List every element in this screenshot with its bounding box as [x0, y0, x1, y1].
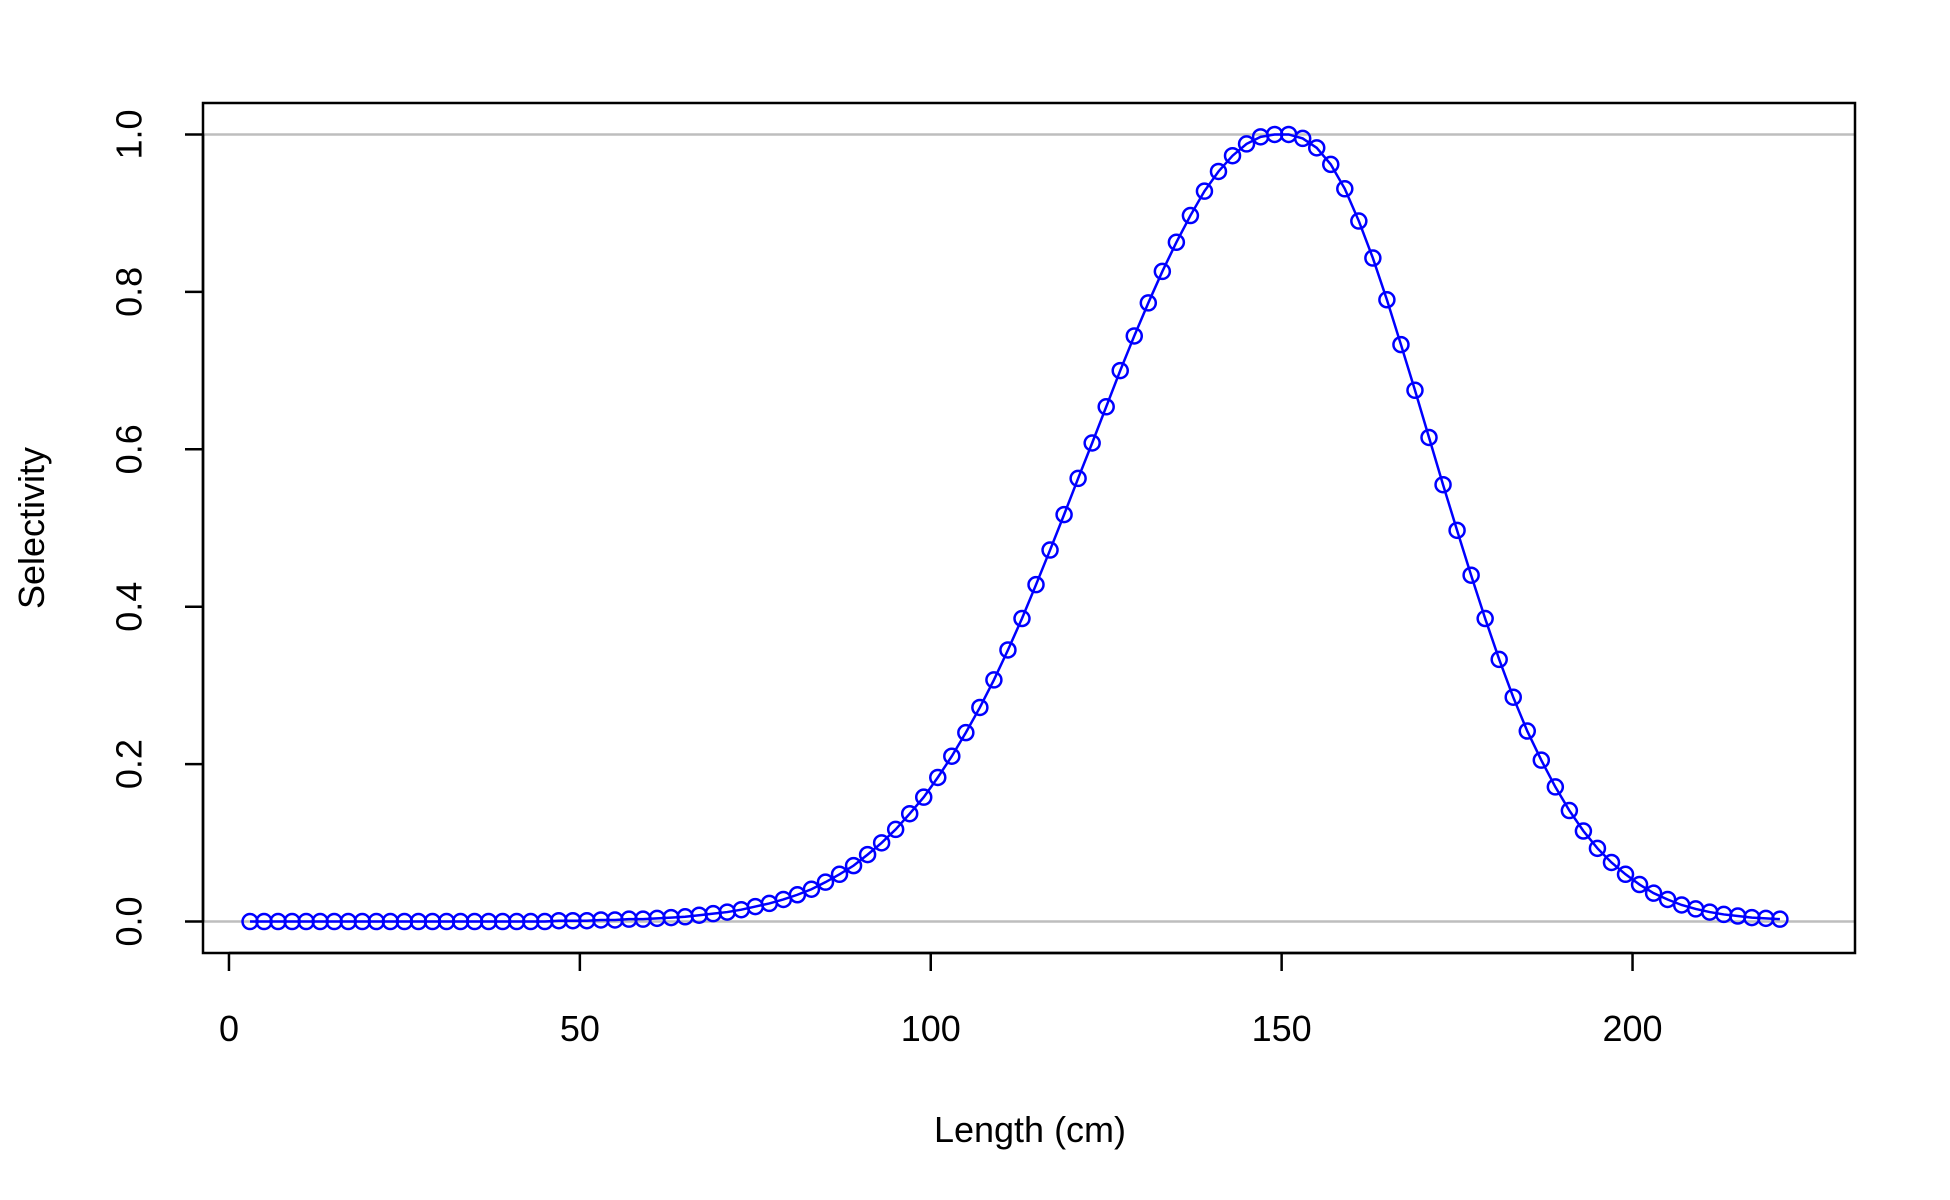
data-point — [1237, 135, 1256, 153]
data-point — [1616, 865, 1635, 884]
y-tick-label-3: 0.6 — [109, 424, 150, 474]
data-point — [1139, 294, 1158, 312]
y-axis-title: Selectivity — [11, 447, 52, 609]
y-tick-label-4: 0.8 — [109, 267, 150, 317]
y-tick-label-1: 0.2 — [109, 739, 150, 789]
data-point — [1392, 335, 1410, 354]
data-point — [1406, 381, 1424, 400]
data-point — [943, 747, 961, 765]
data-point — [1644, 884, 1663, 902]
data-point — [1771, 910, 1789, 928]
data-point — [1588, 839, 1607, 858]
data-point — [886, 820, 905, 839]
series-line-0 — [250, 133, 1780, 923]
data-point — [1167, 233, 1186, 252]
data-point — [858, 845, 877, 864]
data-point — [802, 880, 821, 898]
data-point — [900, 804, 919, 823]
data-point — [1420, 428, 1438, 447]
data-point — [957, 723, 975, 742]
data-point — [1504, 688, 1522, 706]
data-point — [872, 834, 891, 852]
x-tick-label-0: 0 — [219, 1008, 239, 1049]
x-tick-label-2: 100 — [901, 1008, 961, 1049]
data-point — [1434, 475, 1452, 494]
y-tick-label-0: 0.0 — [109, 896, 150, 946]
data-point — [830, 865, 849, 884]
data-point — [1476, 609, 1494, 628]
data-point — [929, 768, 947, 787]
data-point — [1125, 327, 1144, 345]
data-point — [1097, 398, 1115, 416]
data-point — [1490, 650, 1508, 669]
data-point — [1532, 751, 1551, 769]
series-layer — [241, 125, 1789, 931]
data-point — [971, 698, 989, 717]
data-point — [1364, 249, 1382, 267]
y-tick-label-5: 1.0 — [109, 109, 150, 159]
data-point — [1055, 505, 1073, 524]
x-tick-label-3: 150 — [1252, 1008, 1312, 1049]
data-point — [1293, 129, 1312, 148]
y-tick-label-2: 0.4 — [109, 582, 150, 632]
data-point — [1378, 291, 1396, 309]
data-point — [1546, 778, 1565, 796]
data-point — [1322, 155, 1340, 174]
data-point — [1518, 722, 1537, 740]
data-point — [985, 671, 1003, 689]
data-point — [844, 856, 863, 875]
data-point — [1111, 361, 1129, 380]
data-point — [1630, 875, 1649, 894]
data-point — [999, 641, 1017, 659]
data-point — [1448, 521, 1466, 540]
data-point — [1027, 575, 1045, 594]
x-tick-label-4: 200 — [1602, 1008, 1662, 1049]
x-tick-label-1: 50 — [560, 1008, 600, 1049]
data-point — [1307, 139, 1326, 157]
data-point — [914, 788, 933, 806]
y-axis: 0.0 0.2 0.4 0.6 0.8 1.0 — [109, 109, 205, 947]
data-point — [1181, 206, 1200, 225]
data-point — [1195, 182, 1214, 200]
data-point — [816, 873, 835, 891]
data-point — [1069, 469, 1087, 488]
x-axis: 0 50 100 150 200 — [219, 951, 1663, 1049]
data-point — [1350, 212, 1368, 230]
data-point — [1223, 146, 1242, 165]
data-point — [1602, 853, 1621, 872]
data-point — [1560, 801, 1579, 820]
data-point — [1041, 541, 1059, 559]
data-point — [1153, 262, 1172, 281]
x-axis-title: Length (cm) — [934, 1109, 1126, 1150]
data-point — [1083, 434, 1101, 452]
data-point — [1462, 566, 1480, 584]
data-point — [1336, 180, 1354, 198]
data-point — [1574, 822, 1593, 840]
data-point — [1013, 609, 1031, 628]
data-point — [1209, 162, 1228, 181]
